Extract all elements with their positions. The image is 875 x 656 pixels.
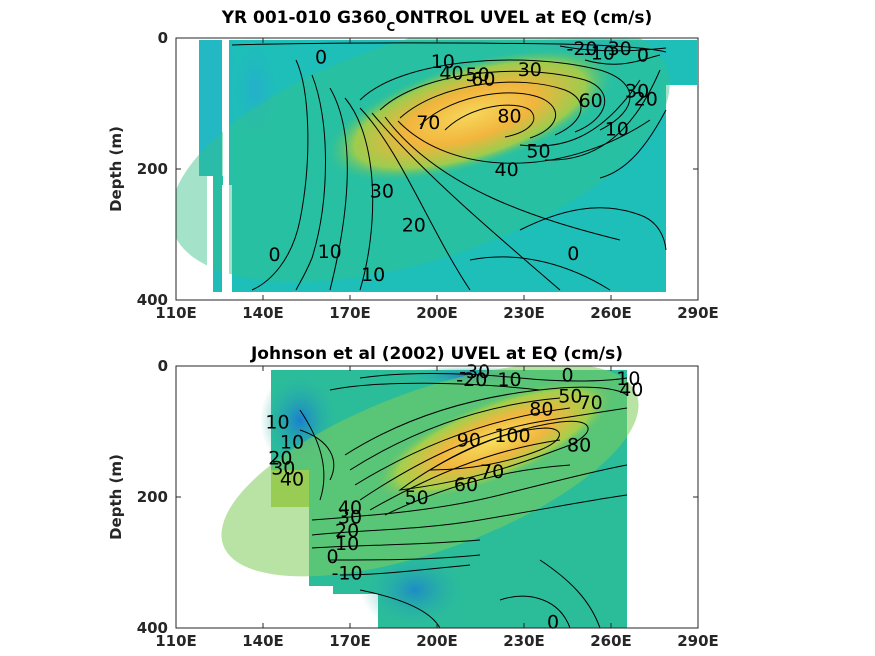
contour-label: 40 (338, 497, 362, 519)
contour-label: 0 (315, 46, 327, 68)
contour-label: 40 (280, 469, 304, 491)
chart-1-title: YR 001-010 G360CONTROL UVEL at EQ (cm/s) (221, 8, 653, 34)
chart-1-field (176, 38, 697, 292)
chart-2: Johnson et al (2002) UVEL at EQ (cm/s) (107, 344, 719, 650)
chart-2-xticks: 110E 140E 170E 200E 230E 260E 290E (155, 366, 719, 650)
chart-1-core (325, 48, 615, 182)
x-tick-label: 110E (155, 632, 197, 650)
contour-label: 20 (402, 215, 426, 237)
x-tick-label: 110E (155, 304, 197, 322)
contour-label: 30 (518, 59, 542, 81)
contour-label: 10 (497, 369, 521, 391)
chart-2-deep-current (360, 550, 470, 628)
y-tick-label: 400 (137, 291, 168, 309)
contour-label: -20 (456, 369, 487, 391)
x-tick-label: 260E (590, 632, 632, 650)
contour-label: 10 (280, 431, 304, 453)
contour-label: 0 (567, 243, 579, 265)
contour-label: 10 (616, 368, 640, 390)
contour-label: 20 (335, 520, 359, 542)
contour-label: 70 (480, 461, 504, 483)
chart-2-title: Johnson et al (2002) UVEL at EQ (cm/s) (250, 344, 623, 364)
chart-1-contour-lines (231, 42, 667, 291)
contour-label: 20 (634, 88, 658, 110)
contour-label: 30 (608, 38, 632, 60)
contour-label: 60 (579, 90, 603, 112)
y-tick-label: 200 (137, 488, 168, 506)
x-tick-label: 290E (677, 304, 719, 322)
y-tick-label: 400 (137, 619, 168, 637)
contour-label: 70 (416, 112, 440, 134)
contour-label: 10 (335, 533, 359, 555)
chart-2-contour-lines (299, 373, 628, 628)
contour-label: 0 (637, 44, 649, 66)
contour-label: 60 (454, 474, 478, 496)
contour-label: 80 (567, 435, 591, 457)
x-tick-label: 230E (503, 304, 545, 322)
x-tick-label: 170E (329, 632, 371, 650)
contour-label: 30 (370, 181, 394, 203)
chart-2-field (221, 366, 639, 628)
chart-1-gap-b (222, 185, 229, 292)
contour-label: 0 (547, 611, 559, 633)
contour-label: 70 (579, 392, 603, 414)
contour-label: 30 (271, 458, 295, 480)
contour-label: 0 (269, 244, 281, 266)
x-tick-label: 290E (677, 632, 719, 650)
contour-label: -10 (584, 42, 615, 64)
contour-label: 50 (558, 385, 582, 407)
contour-label: 10 (605, 118, 629, 140)
contour-label: 10 (431, 51, 455, 73)
contour-label: 60 (471, 69, 495, 91)
chart-1: YR 001-010 G360CONTROL UVEL at EQ (cm/s) (107, 8, 719, 322)
contour-label: 40 (619, 379, 643, 401)
contour-label: 90 (457, 429, 481, 451)
x-tick-label: 140E (242, 304, 284, 322)
contour-label: 10 (265, 412, 289, 434)
contour-label: 20 (268, 448, 292, 470)
contour-label: 10 (318, 241, 342, 263)
contour-label: 80 (497, 105, 521, 127)
chart-1-gap-a (207, 176, 213, 292)
x-tick-label: 200E (416, 632, 458, 650)
contour-label: 30 (625, 80, 649, 102)
y-tick-label: 0 (158, 29, 168, 47)
chart-1-strip-a (199, 40, 222, 176)
contour-label: 50 (405, 487, 429, 509)
y-tick-label: 200 (137, 160, 168, 178)
contour-label: -10 (332, 562, 363, 584)
contour-label: 0 (327, 546, 339, 568)
contour-label: 40 (439, 63, 463, 85)
contour-label: 40 (495, 159, 519, 181)
chart-1-west-current (225, 38, 285, 150)
contour-label: 80 (529, 399, 553, 421)
x-tick-label: 200E (416, 304, 458, 322)
chart-2-ylabel: Depth (m) (107, 454, 125, 540)
contour-label: -20 (566, 38, 597, 60)
x-tick-label: 140E (242, 632, 284, 650)
chart-1-strip-d (666, 40, 697, 85)
contour-label: 30 (338, 507, 362, 529)
y-tick-label: 0 (158, 357, 168, 375)
x-tick-label: 230E (503, 632, 545, 650)
contour-label: 0 (561, 365, 573, 387)
contour-label: 100 (494, 425, 530, 447)
chart-1-ylabel: Depth (m) (107, 126, 125, 212)
contour-label: 50 (526, 141, 550, 163)
chart-2-core (373, 378, 617, 502)
x-tick-label: 260E (590, 304, 632, 322)
chart-1-strip-b (213, 176, 223, 292)
contour-label: -30 (459, 361, 490, 383)
contour-label: 50 (466, 64, 490, 86)
chart-1-xticks: 110E 140E 170E 200E 230E 260E 290E (155, 38, 719, 322)
x-tick-label: 170E (329, 304, 371, 322)
chart-2-lower-left (271, 470, 309, 507)
contour-label: 10 (361, 264, 385, 286)
chart-1-gap-c (223, 40, 229, 185)
